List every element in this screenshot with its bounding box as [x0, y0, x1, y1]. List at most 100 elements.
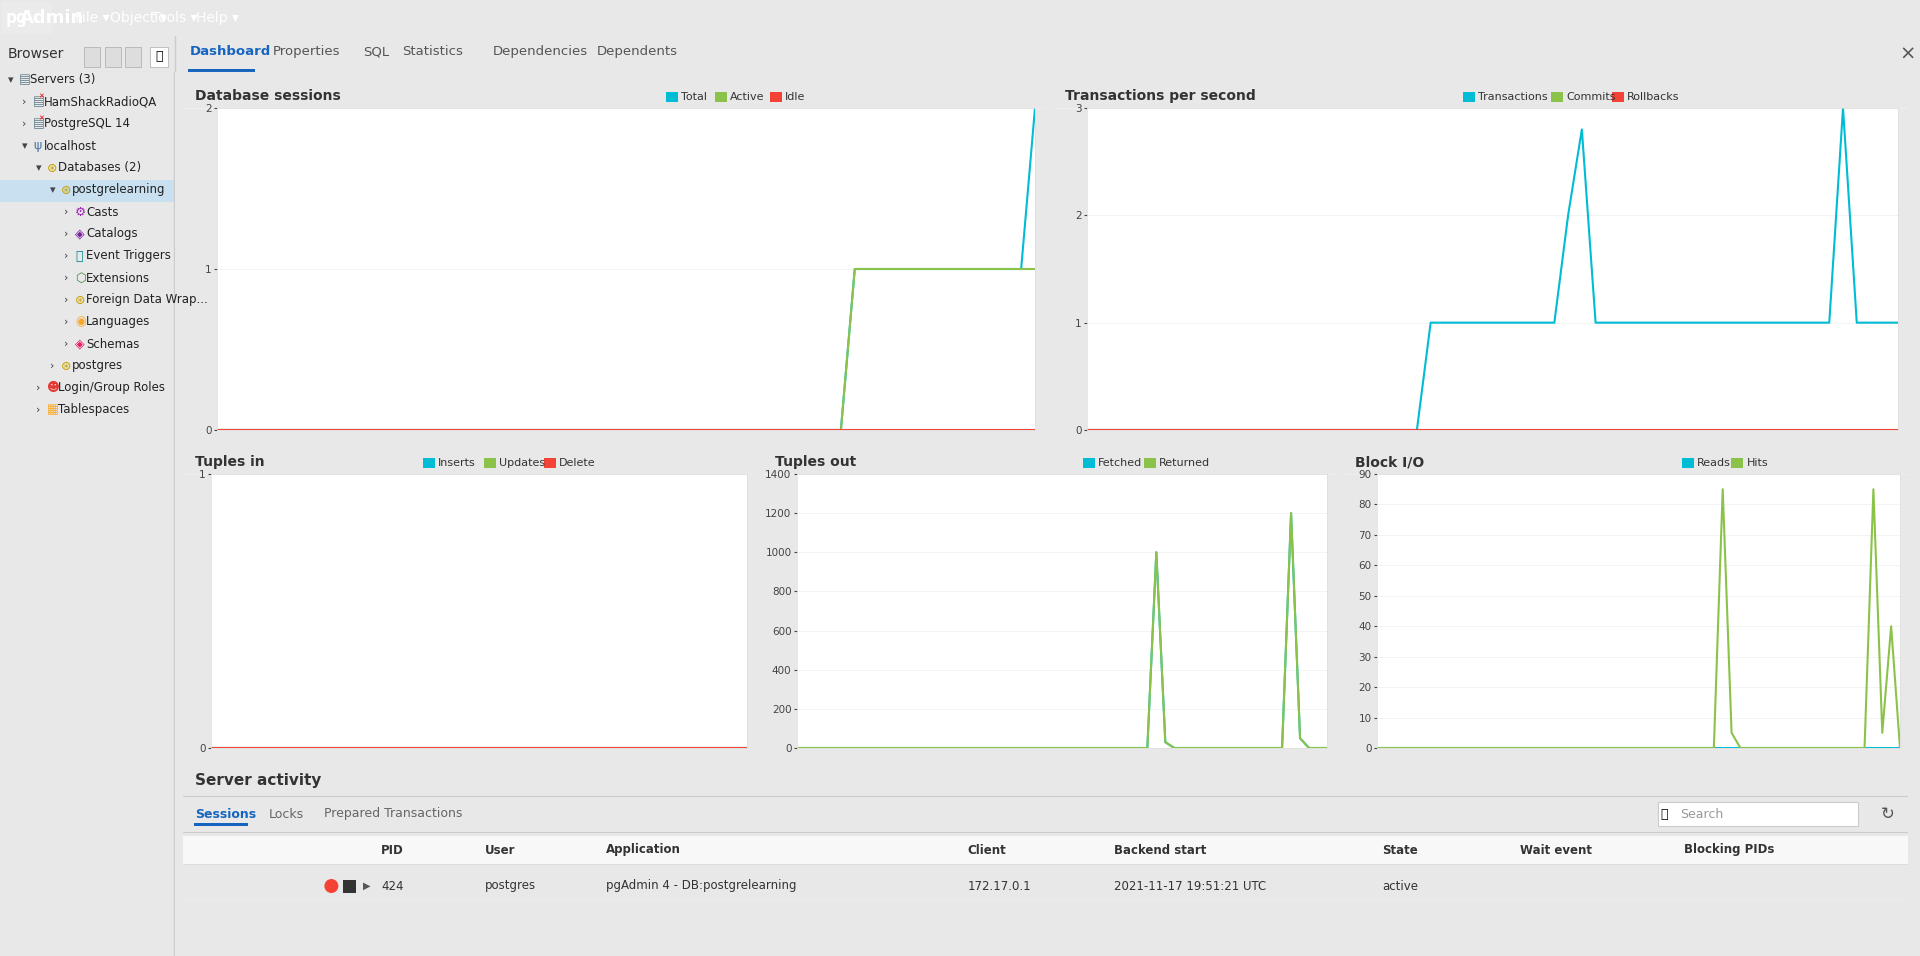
Text: 🔍: 🔍 — [1661, 808, 1667, 820]
Bar — [1083, 458, 1094, 468]
Text: Browser: Browser — [8, 47, 65, 61]
Text: pgAdmin 4 - DB:postgrelearning: pgAdmin 4 - DB:postgrelearning — [605, 880, 797, 893]
Text: Backend start: Backend start — [1114, 843, 1208, 857]
Bar — [716, 92, 728, 102]
Text: ▦: ▦ — [46, 403, 60, 417]
Bar — [666, 92, 678, 102]
Bar — [2, 2, 52, 34]
Text: Database sessions: Database sessions — [196, 89, 340, 103]
Bar — [194, 823, 248, 826]
Bar — [0, 180, 175, 202]
Text: ▤: ▤ — [33, 96, 44, 108]
Text: Rollbacks: Rollbacks — [1626, 92, 1680, 102]
Bar — [84, 47, 100, 67]
Text: ⊛: ⊛ — [61, 359, 71, 373]
Bar — [1613, 92, 1624, 102]
Text: ›: › — [50, 361, 54, 371]
Bar — [422, 458, 436, 468]
Text: 172.17.0.1: 172.17.0.1 — [968, 880, 1031, 893]
Text: Updates: Updates — [499, 458, 545, 468]
Text: ›: › — [63, 207, 69, 217]
Text: Object ▾: Object ▾ — [109, 11, 167, 25]
Bar — [1659, 802, 1859, 826]
Text: Dependents: Dependents — [597, 46, 678, 58]
Text: Foreign Data Wrap...: Foreign Data Wrap... — [86, 293, 207, 307]
Text: ⬡: ⬡ — [75, 272, 86, 285]
Text: Login/Group Roles: Login/Group Roles — [58, 381, 165, 395]
Text: ◈: ◈ — [75, 228, 84, 241]
Text: Locks: Locks — [269, 808, 303, 820]
Text: Block I/O: Block I/O — [1356, 455, 1425, 469]
Text: Idle: Idle — [785, 92, 806, 102]
Text: PID: PID — [382, 843, 403, 857]
Text: Databases (2): Databases (2) — [58, 162, 142, 175]
Text: ›: › — [63, 317, 69, 327]
Text: ▾: ▾ — [8, 75, 13, 85]
Text: 🔍: 🔍 — [156, 51, 163, 63]
Bar — [125, 47, 140, 67]
Text: ›: › — [63, 251, 69, 261]
Text: Wait event: Wait event — [1521, 843, 1592, 857]
Text: Event Triggers: Event Triggers — [86, 250, 171, 263]
Text: ›: › — [21, 97, 27, 107]
Bar — [484, 458, 495, 468]
Text: Prepared Transactions: Prepared Transactions — [323, 808, 463, 820]
Text: postgres: postgres — [73, 359, 123, 373]
Text: Transactions: Transactions — [1478, 92, 1548, 102]
Text: ›: › — [63, 295, 69, 305]
Text: Statistics: Statistics — [403, 46, 463, 58]
Text: ◈: ◈ — [75, 337, 84, 351]
Text: ✕: ✕ — [38, 93, 44, 99]
Text: Tuples in: Tuples in — [196, 455, 265, 469]
Text: SQL: SQL — [363, 46, 390, 58]
Text: ⊛: ⊛ — [75, 293, 86, 307]
Text: Servers (3): Servers (3) — [31, 74, 96, 86]
Text: State: State — [1382, 843, 1417, 857]
Text: Casts: Casts — [86, 206, 119, 219]
Text: Application: Application — [605, 843, 680, 857]
Text: Hits: Hits — [1747, 458, 1768, 468]
Text: ›: › — [21, 119, 27, 129]
Text: Blocking PIDs: Blocking PIDs — [1684, 843, 1774, 857]
Bar — [770, 92, 781, 102]
Text: Fetched: Fetched — [1098, 458, 1142, 468]
Text: ›: › — [36, 383, 40, 393]
Text: ›: › — [63, 229, 69, 239]
Bar — [1144, 458, 1156, 468]
Bar — [1682, 458, 1693, 468]
Text: ›: › — [36, 405, 40, 415]
Text: ☻: ☻ — [46, 381, 60, 395]
Text: ▾: ▾ — [36, 163, 42, 173]
Text: ψ: ψ — [33, 140, 40, 153]
Text: ◉: ◉ — [75, 315, 86, 329]
Text: Client: Client — [968, 843, 1006, 857]
Bar — [188, 69, 255, 72]
Text: ›: › — [63, 273, 69, 283]
Text: ▾: ▾ — [50, 185, 56, 195]
Text: Active: Active — [730, 92, 764, 102]
Text: HamShackRadioQA: HamShackRadioQA — [44, 96, 157, 108]
Text: 424: 424 — [382, 880, 403, 893]
Text: active: active — [1382, 880, 1417, 893]
Text: Server activity: Server activity — [196, 772, 321, 788]
Bar — [1463, 92, 1475, 102]
Text: User: User — [486, 843, 515, 857]
Text: ▤: ▤ — [33, 118, 44, 131]
Circle shape — [324, 879, 338, 893]
Text: pg: pg — [6, 9, 27, 27]
Text: Help ▾: Help ▾ — [196, 11, 238, 25]
Text: ↻: ↻ — [1882, 805, 1895, 823]
Text: postgrelearning: postgrelearning — [73, 184, 165, 197]
Text: Reads: Reads — [1697, 458, 1730, 468]
Text: ▶: ▶ — [363, 881, 371, 891]
Text: Transactions per second: Transactions per second — [1066, 89, 1256, 103]
Text: ×: × — [1899, 45, 1916, 63]
Text: Delete: Delete — [559, 458, 595, 468]
Bar — [182, 836, 1908, 864]
Text: ⚙: ⚙ — [75, 206, 86, 219]
Text: ▾: ▾ — [21, 141, 27, 151]
Bar — [543, 458, 557, 468]
Bar — [1551, 92, 1563, 102]
Text: ⧉: ⧉ — [75, 250, 83, 263]
Bar — [344, 880, 357, 893]
